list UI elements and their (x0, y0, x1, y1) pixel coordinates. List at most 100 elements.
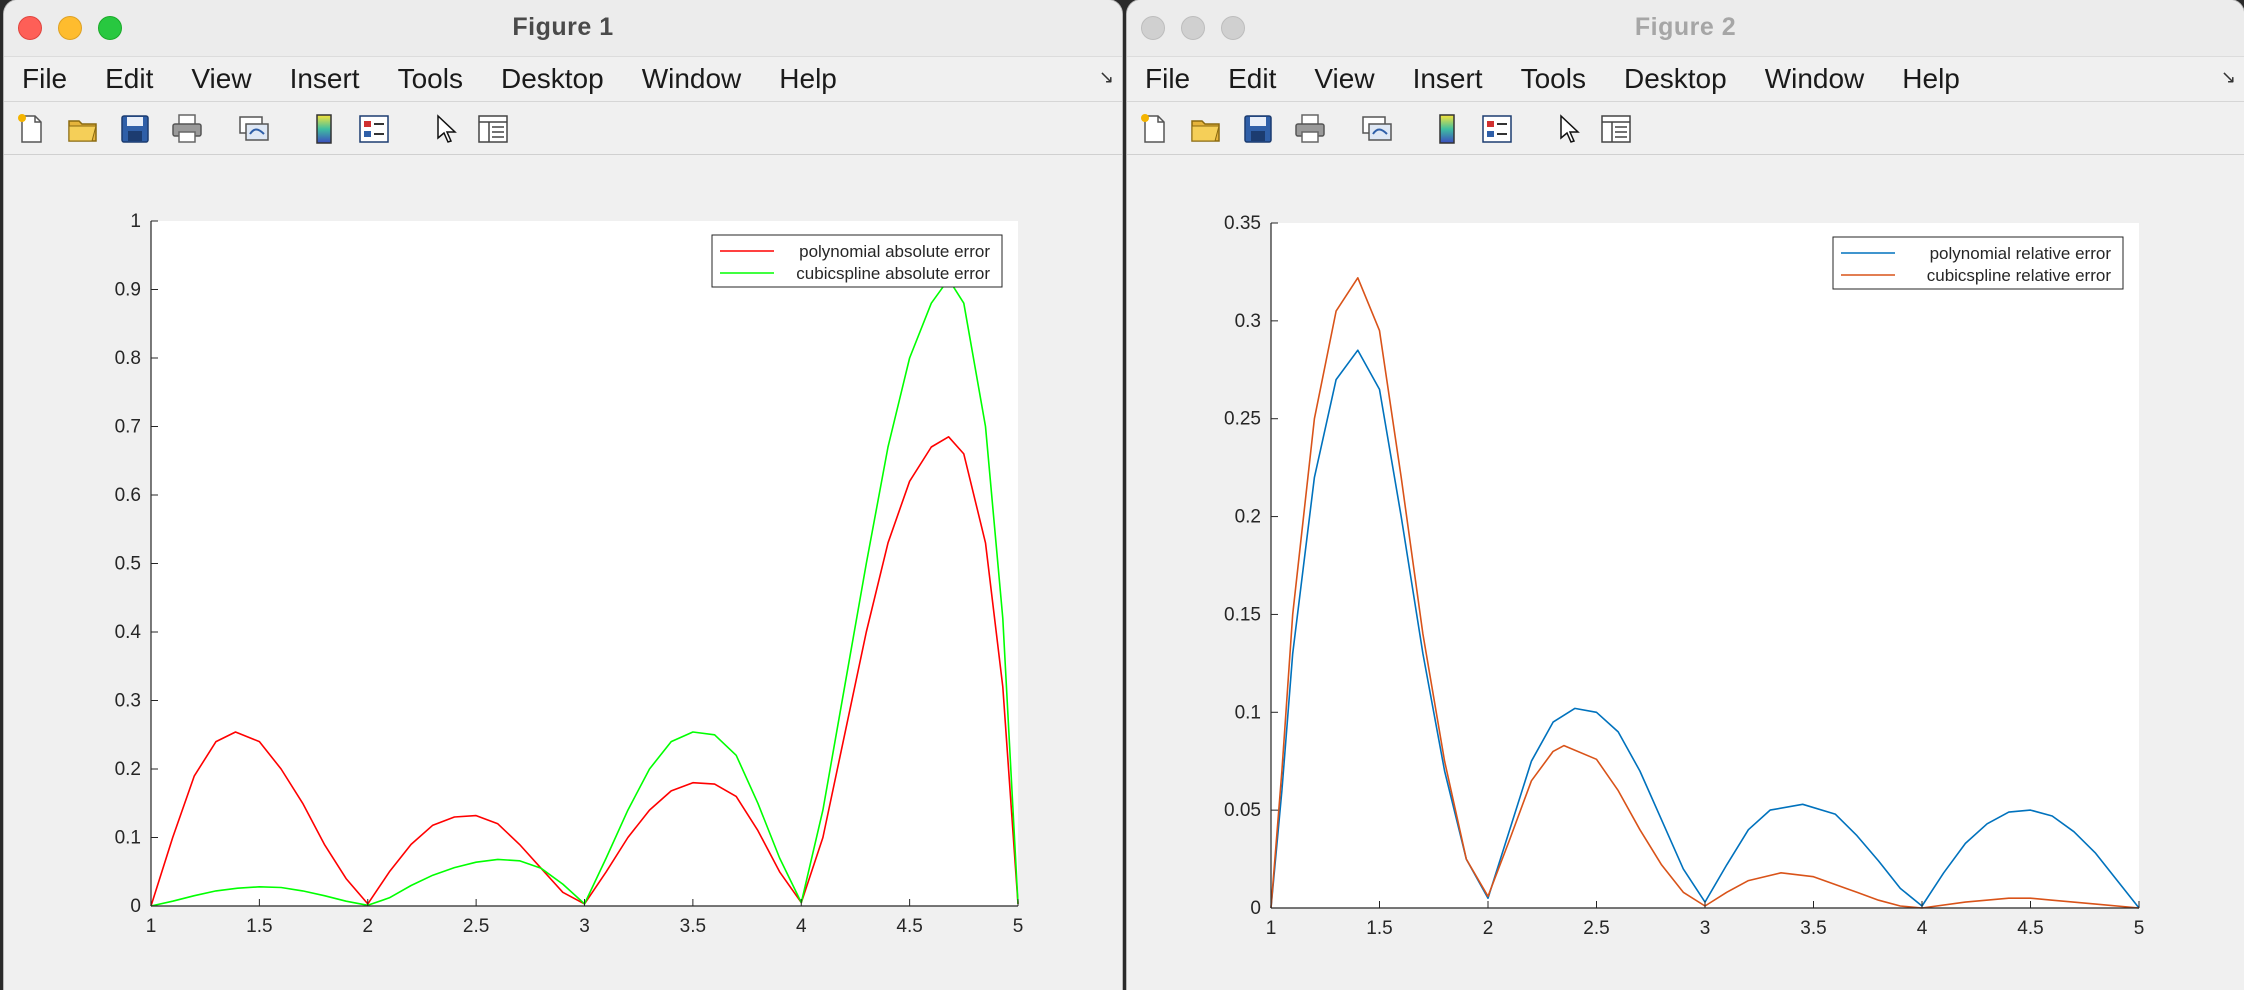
menu-edit[interactable]: Edit (105, 63, 154, 94)
x-tick-label: 4 (796, 916, 807, 937)
legend-label-1: polynomial relative error (1930, 244, 2112, 263)
figure-2-axes: 1 1.5 2 2.5 3 3.5 4 4.5 5 0 0.05 0.1 0.15 0.2 0.25 0.3 0… (1224, 213, 2145, 939)
legend: polynomial relative error cubicspline rel… (1832, 236, 2124, 290)
y-tick-label: 0 (130, 896, 141, 917)
property-inspector-icon[interactable] (476, 112, 510, 146)
menu-edit[interactable]: Edit (1228, 63, 1277, 94)
figure-1-axes: 1 1.5 2 2.5 3 3.5 4 4.5 5 0 0.1 0.2 0.3 0.4 0.5 0.6 0.7 0… (115, 211, 1024, 937)
y-tick-label: 0.1 (115, 828, 141, 849)
y-tick-label: 0.6 (115, 485, 141, 506)
y-tick-label: 0.5 (115, 554, 141, 575)
series-line-2 (150, 278, 1019, 907)
x-tick-label: 4 (1917, 918, 1928, 939)
menu-file[interactable]: File (22, 63, 68, 94)
print-icon[interactable] (1293, 112, 1327, 146)
open-file-icon[interactable] (66, 112, 100, 146)
series-line-1 (1270, 349, 2140, 909)
colorbar-icon[interactable] (1430, 112, 1464, 146)
link-plot-icon[interactable] (237, 112, 271, 146)
y-tick-label: 0.4 (115, 622, 142, 643)
menu-window[interactable]: Window (1764, 63, 1865, 94)
y-tick-label: 0.35 (1224, 213, 1261, 234)
menu-desktop[interactable]: Desktop (1623, 63, 1727, 94)
colorbar-icon[interactable] (307, 112, 341, 146)
maximize-window-button[interactable] (98, 16, 122, 40)
x-tick-label: 4.5 (896, 916, 922, 937)
x-tick-label: 4.5 (2017, 918, 2043, 939)
x-tick-label: 1.5 (246, 916, 272, 937)
legend-label-1: polynomial absolute error (799, 242, 990, 261)
y-tick-label: 0.2 (115, 759, 141, 780)
save-icon[interactable] (1241, 112, 1275, 146)
menu-help[interactable]: Help (779, 63, 837, 94)
menu-bar: File Edit View Insert Tools Desktop Wind… (4, 57, 1122, 102)
figure-1-window: Figure 1 File Edit View Insert Tools Des… (4, 0, 1122, 990)
menu-tools[interactable]: Tools (1520, 63, 1586, 94)
series-line-1 (150, 436, 1019, 907)
menu-view[interactable]: View (1314, 63, 1375, 94)
title-bar: Figure 2 (1127, 0, 2244, 57)
x-tick-label: 3 (579, 916, 590, 937)
menu-help[interactable]: Help (1902, 63, 1960, 94)
close-window-button[interactable] (18, 16, 42, 40)
legend-box (711, 234, 1003, 288)
legend: polynomial absolute error cubicspline abs… (711, 234, 1003, 288)
y-tick-label: 0.1 (1235, 702, 1261, 723)
legend-box (1832, 236, 2124, 290)
axes-background (1271, 223, 2139, 908)
y-tick-label: 0.3 (115, 691, 141, 712)
x-tick-label: 1.5 (1366, 918, 1392, 939)
x-tick-label: 3.5 (680, 916, 706, 937)
legend-icon[interactable] (1480, 112, 1514, 146)
print-icon[interactable] (170, 112, 204, 146)
x-tick-label: 1 (146, 916, 157, 937)
figure-canvas: 1 1.5 2 2.5 3 3.5 4 4.5 5 0 0.1 0.2 0.3 0.4 0.5 0.6 0.7 0… (4, 155, 1122, 990)
window-title: Figure 2 (1634, 13, 1737, 41)
pointer-icon[interactable] (1552, 112, 1586, 146)
minimize-window-button[interactable] (58, 16, 82, 40)
y-tick-label: 1 (130, 211, 141, 232)
new-figure-icon[interactable] (14, 112, 48, 146)
x-tick-label: 2 (1483, 918, 1494, 939)
figure-canvas: 1 1.5 2 2.5 3 3.5 4 4.5 5 0 0.05 0.1 0.15 0.2 0.25 0.3 0… (1127, 155, 2244, 990)
y-tick-label: 0.15 (1224, 604, 1261, 625)
y-tick-label: 0 (1250, 898, 1261, 919)
axes-background (151, 221, 1018, 906)
y-tick-label: 0.9 (115, 280, 141, 301)
dock-arrow-icon[interactable]: ↘ (2220, 67, 2236, 87)
save-icon[interactable] (118, 112, 152, 146)
dock-arrow-icon[interactable]: ↘ (1098, 67, 1114, 87)
open-file-icon[interactable] (1189, 112, 1223, 146)
x-tick-label: 2.5 (1583, 918, 1609, 939)
window-title: Figure 1 (512, 13, 614, 41)
pointer-icon[interactable] (429, 112, 463, 146)
y-tick-label: 0.25 (1224, 409, 1261, 430)
menu-insert[interactable]: Insert (289, 63, 360, 94)
menu-window[interactable]: Window (641, 63, 742, 94)
link-plot-icon[interactable] (1360, 112, 1394, 146)
x-tick-label: 5 (2134, 918, 2145, 939)
close-window-button[interactable] (1141, 16, 1165, 40)
y-tick-label: 0.7 (115, 417, 141, 438)
x-tick-label: 2.5 (463, 916, 489, 937)
property-inspector-icon[interactable] (1599, 112, 1633, 146)
menu-desktop[interactable]: Desktop (500, 63, 604, 94)
y-tick-label: 0.05 (1224, 800, 1261, 821)
figure-toolbar (1127, 102, 2244, 155)
x-tick-label: 5 (1013, 916, 1024, 937)
minimize-window-button[interactable] (1181, 16, 1205, 40)
menu-view[interactable]: View (191, 63, 252, 94)
menu-file[interactable]: File (1145, 63, 1191, 94)
menu-tools[interactable]: Tools (397, 63, 463, 94)
menu-bar: File Edit View Insert Tools Desktop Wind… (1127, 57, 2244, 102)
legend-icon[interactable] (357, 112, 391, 146)
title-bar: Figure 1 (4, 0, 1122, 57)
x-tick-label: 3 (1700, 918, 1711, 939)
menu-insert[interactable]: Insert (1412, 63, 1483, 94)
new-figure-icon[interactable] (1137, 112, 1171, 146)
maximize-window-button[interactable] (1221, 16, 1245, 40)
x-tick-label: 3.5 (1800, 918, 1826, 939)
legend-label-2: cubicspline absolute error (796, 264, 990, 283)
y-tick-label: 0.8 (115, 348, 141, 369)
x-tick-label: 1 (1266, 918, 1277, 939)
